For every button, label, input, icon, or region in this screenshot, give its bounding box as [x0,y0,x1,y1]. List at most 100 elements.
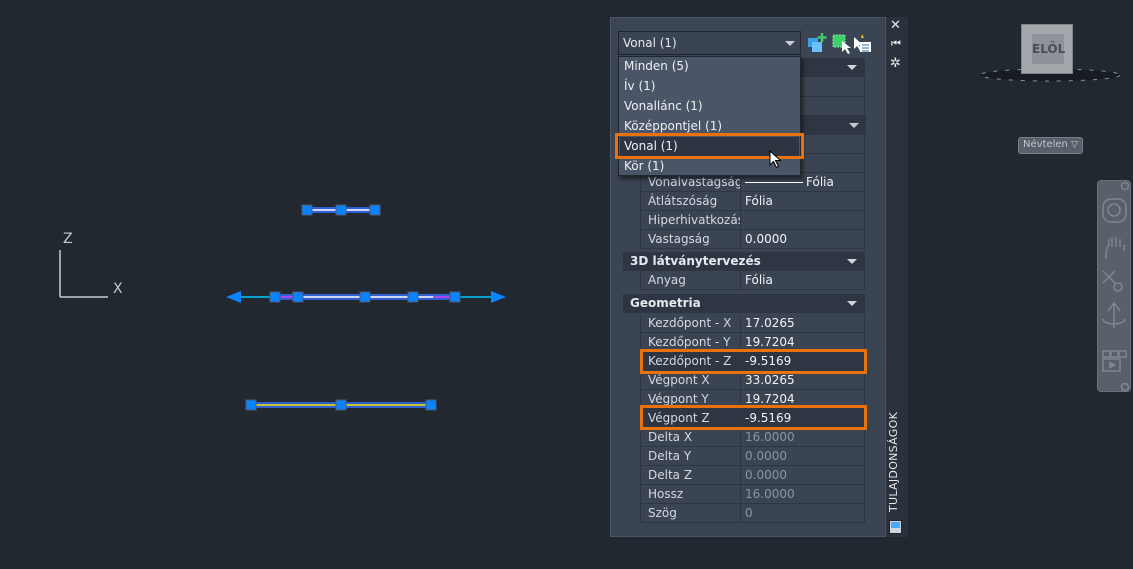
auto-hide-icon[interactable]: ⏮ [891,37,901,50]
dropdown-item[interactable]: Minden (5) [624,59,689,73]
close-icon[interactable]: ✕ [890,18,901,33]
section-title: Geometria [630,296,701,310]
property-label: Végpont Z [641,409,741,427]
property-value: 0 [745,506,753,520]
zoom-icon [1102,270,1116,284]
property-row[interactable]: Hiperhivatkozás [640,211,865,230]
property-row[interactable]: Végpont X 33.0265 [640,371,865,390]
property-label: Szög [641,504,741,522]
customize-icon [1120,382,1130,392]
property-value: 0.0000 [745,449,787,463]
property-label: Átlátszóság [641,192,741,210]
mouse-cursor-icon [769,150,782,169]
palette-title-bar[interactable] [886,17,908,537]
property-row[interactable]: Delta X 16.0000 [640,428,865,447]
grip [301,204,313,216]
property-label: Kezdőpont - X [641,314,741,332]
object-type-value: Vonal (1) [623,36,677,50]
property-value[interactable]: -9.5169 [745,354,792,368]
section-title: 3D látványtervezés [630,254,761,268]
property-value[interactable]: 33.0265 [745,373,795,387]
property-row[interactable]: Szög 0 [640,504,865,523]
arrow-right-icon [491,291,506,303]
object-type-select[interactable]: Vonal (1) [618,31,801,55]
property-value[interactable]: 17.0265 [745,316,795,330]
property-value[interactable]: Fólia [745,194,773,208]
viewcube-face[interactable]: ELÖL [1021,24,1073,74]
property-row[interactable]: Kezdőpont - Z -9.5169 [640,352,865,371]
grip [425,399,437,411]
dropdown-item[interactable]: Középpontjel (1) [624,119,723,133]
grip [269,291,281,303]
highlight-end-z [640,405,867,430]
properties-icon [889,520,902,534]
property-row[interactable]: Átlátszóság Fólia [640,192,865,211]
property-row[interactable]: Végpont Y 19.7204 [640,390,865,409]
lineweight-sample [745,182,803,183]
property-label: Végpont X [641,371,741,389]
named-view-label: Névtelen [1023,139,1068,150]
property-value[interactable] [741,211,866,229]
highlight-vonal-item [615,133,804,159]
property-value: 0.0000 [745,468,787,482]
chevron-down-icon [847,65,857,70]
property-row[interactable]: Vastagság 0.0000 [640,230,865,249]
section-header-3d-visualization[interactable]: 3D látványtervezés [623,252,865,271]
property-row[interactable]: Kezdőpont - X 17.0265 [640,314,865,333]
property-label: Kezdőpont - Z [641,352,741,370]
property-label: Kezdőpont - Y [641,333,741,351]
property-row[interactable]: Vonalvastagság Fólia [640,173,865,192]
property-value[interactable]: Fólia [745,273,773,287]
property-label: Hossz [641,485,741,503]
property-label: Delta Z [641,466,741,484]
property-row[interactable]: Delta Z 0.0000 [640,466,865,485]
grip [359,291,371,303]
property-label: Végpont Y [641,390,741,408]
property-value-text: Fólia [806,175,834,189]
showmotion-icon [1102,350,1111,358]
navigation-bar[interactable] [1097,180,1131,392]
property-value[interactable]: 19.7204 [745,392,795,406]
property-value[interactable]: -9.5169 [745,411,792,425]
viewcube-compass-ring[interactable] [975,65,1125,95]
property-value[interactable]: 19.7204 [745,335,795,349]
properties-menu-icon[interactable]: ✲ [890,56,901,71]
chevron-down-icon [847,259,857,264]
viewcube-face-label: ELÖL [1032,34,1065,64]
toggle-pickadd-icon[interactable] [808,33,827,52]
grip [292,291,304,303]
property-label: Delta Y [641,447,741,465]
arrow-left-icon [226,291,241,303]
viewcube[interactable]: ELÖL [975,20,1125,82]
grip [245,399,257,411]
grips[interactable] [245,204,461,411]
property-value[interactable]: 0.0000 [745,232,787,246]
dropdown-item[interactable]: Kör (1) [624,159,665,173]
grip [369,204,381,216]
property-row[interactable]: Delta Y 0.0000 [640,447,865,466]
property-label: Vonalvastagság [641,173,741,191]
property-label: Hiperhivatkozás [641,211,741,229]
dropdown-item[interactable]: Ív (1) [624,79,656,93]
dropdown-item[interactable]: Vonallánc (1) [624,99,703,113]
ucs-z-label: Z [63,231,73,247]
pan-hand-icon [1105,237,1125,260]
property-row[interactable]: Hossz 16.0000 [640,485,865,504]
section-header-geometry[interactable]: Geometria [623,294,865,313]
property-row[interactable]: Anyag Fólia [640,271,865,290]
drawing-canvas[interactable] [0,0,600,569]
highlight-start-z [640,349,867,374]
quick-select-icon[interactable] [854,34,871,52]
property-value[interactable]: Fólia [741,173,866,191]
named-view-dropdown[interactable]: Névtelen ▽ [1018,137,1083,154]
grip [335,204,347,216]
grip [335,399,347,411]
dropdown-item[interactable]: Vonal (1) [620,137,799,157]
property-label: Delta X [641,428,741,446]
grip [449,291,461,303]
chevron-down-icon [785,41,795,46]
palette-title: TULAJDONSÁGOK [887,411,900,512]
chevron-down-icon: ▽ [1071,140,1078,150]
property-value: 16.0000 [745,430,795,444]
select-objects-icon[interactable] [832,34,851,54]
